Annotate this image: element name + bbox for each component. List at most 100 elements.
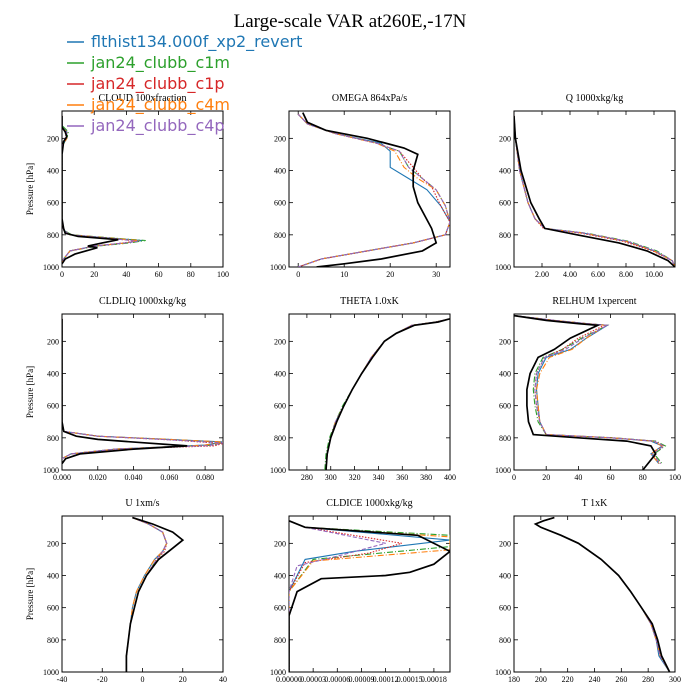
reference-line (514, 115, 675, 267)
y-tick-label: 1000 (495, 466, 511, 475)
y-tick-label: 800 (274, 636, 286, 645)
x-tick-label: 0.020 (89, 473, 107, 482)
legend: flthist134.000f_xp2_revertjan24_clubb_c1… (67, 32, 302, 136)
x-tick-label: 380 (420, 473, 432, 482)
reference-line (302, 112, 438, 267)
x-tick-label: 40 (122, 270, 130, 279)
y-tick-label: 800 (47, 434, 59, 443)
y-tick-label: 400 (47, 167, 59, 176)
x-tick-label: -20 (97, 675, 108, 684)
x-tick-label: 320 (349, 473, 361, 482)
reference-line (62, 115, 119, 265)
y-tick-label: 400 (274, 370, 286, 379)
x-tick-label: 80 (639, 473, 647, 482)
series-line (534, 517, 671, 672)
legend-entry: jan24_clubb_c4p (90, 116, 225, 136)
panel-lines (324, 317, 450, 470)
series-line (534, 517, 671, 672)
x-tick-label: 0 (141, 675, 145, 684)
series-line (289, 520, 450, 672)
panel-title: Q 1000xkg/kg (566, 93, 624, 104)
panel-lines (514, 115, 675, 267)
y-tick-label: 800 (499, 636, 511, 645)
legend-entry: jan24_clubb_c4m (90, 95, 230, 115)
panel-title: CLOUD 100xfraction (98, 93, 186, 104)
y-tick-label: 200 (499, 134, 511, 143)
y-tick-label: 400 (47, 370, 59, 379)
series-line (289, 520, 450, 672)
x-tick-label: 20 (90, 270, 98, 279)
x-tick-label: 0.080 (196, 473, 214, 482)
x-tick-label: 20 (386, 270, 394, 279)
y-tick-label: 200 (47, 539, 59, 548)
panel-title: OMEGA 864xPa/s (332, 93, 407, 104)
reference-line (325, 317, 450, 470)
series-line (325, 318, 450, 470)
series-line (325, 318, 450, 470)
series-line (125, 517, 168, 672)
y-tick-label: 600 (274, 199, 286, 208)
panel-frame (513, 313, 676, 471)
y-tick-label: 200 (47, 337, 59, 346)
x-tick-label: 0.00018 (421, 675, 447, 684)
series-line (514, 315, 667, 464)
panel-frame (288, 313, 451, 471)
series-line (62, 115, 138, 264)
y-tick-label: 800 (47, 231, 59, 240)
x-tick-label: 4.00 (563, 270, 577, 279)
figure-title: Large-scale VAR at260E,-17N (234, 11, 467, 32)
x-tick-label: 0.00006 (324, 675, 350, 684)
x-tick-label: 2.00 (535, 270, 549, 279)
series-line (62, 115, 140, 264)
panel-frame (288, 110, 451, 268)
panel-lines (297, 112, 450, 267)
y-tick-label: 600 (499, 604, 511, 613)
x-tick-label: 10 (340, 270, 348, 279)
x-tick-label: 340 (372, 473, 384, 482)
panel: CLDICE 1000xkg/kg 200 400 600 800 10000.00000… (270, 498, 451, 684)
y-tick-label: 200 (274, 134, 286, 143)
panel-lines (62, 115, 146, 265)
series-line (514, 115, 675, 267)
panel-title: CLDLIQ 1000xkg/kg (99, 296, 186, 307)
x-tick-label: 0.000 (53, 473, 71, 482)
reference-line (514, 314, 657, 470)
x-tick-label: 400 (444, 473, 456, 482)
legend-entry: jan24_clubb_c1p (90, 74, 225, 94)
series-line (534, 517, 671, 672)
series-line (534, 517, 671, 672)
y-tick-label: 200 (274, 337, 286, 346)
series-line (289, 520, 450, 672)
y-tick-label: 600 (274, 402, 286, 411)
x-tick-label: 260 (615, 675, 627, 684)
x-tick-label: 0.00003 (300, 675, 326, 684)
panel-lines (514, 314, 667, 470)
x-tick-label: 200 (535, 675, 547, 684)
y-tick-label: 1000 (495, 263, 511, 272)
x-tick-label: 10.00 (645, 270, 663, 279)
panel-title: RELHUM 1xpercent (552, 296, 636, 307)
series-line (324, 318, 450, 470)
y-tick-label: 200 (499, 539, 511, 548)
series-line (297, 113, 450, 267)
x-tick-label: 0.00000 (276, 675, 302, 684)
y-tick-label: 200 (499, 337, 511, 346)
series-line (297, 113, 450, 267)
y-tick-label: 600 (47, 402, 59, 411)
panel-frame (513, 110, 676, 268)
panel-lines (289, 520, 450, 672)
x-tick-label: 60 (607, 473, 615, 482)
x-tick-label: 220 (562, 675, 574, 684)
series-line (325, 318, 450, 470)
panel-grid: CLOUD 100xfraction 200 400 600 800 1000 0 20 40 6… (25, 93, 681, 684)
x-tick-label: 280 (642, 675, 654, 684)
reference-line (125, 516, 185, 672)
y-axis-label: Pressure [hPa] (25, 163, 35, 215)
y-tick-label: 600 (47, 199, 59, 208)
series-line (62, 318, 223, 460)
x-tick-label: 80 (187, 270, 195, 279)
y-tick-label: 1000 (270, 263, 286, 272)
